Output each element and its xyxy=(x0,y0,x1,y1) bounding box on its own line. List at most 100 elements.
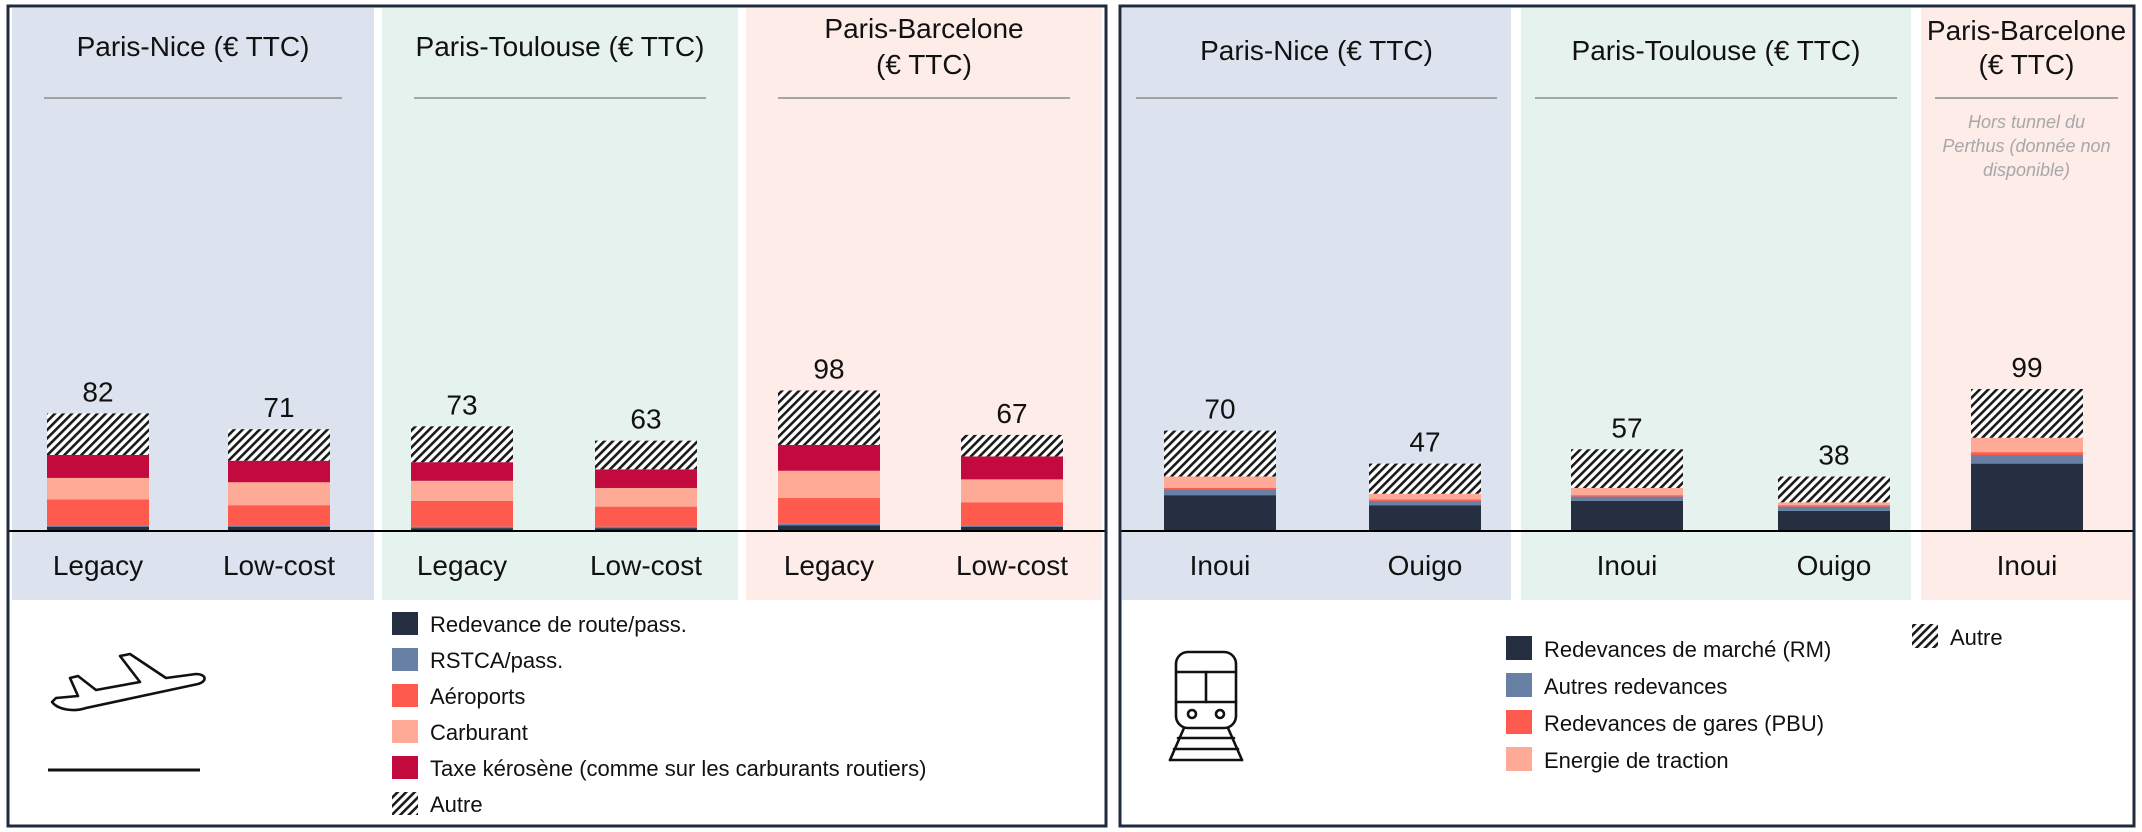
legend-swatch xyxy=(392,756,418,779)
legend-label: RSTCA/pass. xyxy=(430,648,563,673)
panel-frame xyxy=(1118,4,2136,828)
legend-swatch xyxy=(1506,710,1532,734)
bar-segment xyxy=(1778,502,1890,506)
legend-label: Autres redevances xyxy=(1544,674,1727,699)
legend-swatch xyxy=(1506,747,1532,771)
legend: Redevance de route/pass. RSTCA/pass. Aérop… xyxy=(392,612,926,817)
bar-segment xyxy=(961,479,1063,503)
bar-segment xyxy=(1778,505,1890,507)
bar-segment xyxy=(1369,500,1481,506)
bar-segment xyxy=(778,470,880,499)
category-label: Legacy xyxy=(417,550,507,581)
bar-segment xyxy=(1971,454,2083,464)
bar-segment xyxy=(47,413,149,455)
bar-segment xyxy=(1571,500,1683,531)
bar-segment xyxy=(595,440,697,470)
legend-item: Redevances de gares (PBU) xyxy=(1506,710,1824,736)
legend-swatch xyxy=(392,792,418,815)
bar-total-label: 47 xyxy=(1409,427,1440,458)
legend-item: Autres redevances xyxy=(1506,673,1727,699)
bar-segment xyxy=(595,528,697,531)
stacked-bar: 57 Inoui xyxy=(1571,412,1683,581)
legend-item: Autre xyxy=(1912,624,2003,650)
bar-segment xyxy=(778,498,880,524)
bar-segment xyxy=(778,390,880,445)
legend-item: Redevance de route/pass. xyxy=(392,612,687,637)
legend-swatch xyxy=(1912,624,1938,648)
bar-segment xyxy=(1971,389,2083,438)
legend-label: Aéroports xyxy=(430,684,525,709)
bar-segment xyxy=(1369,463,1481,494)
bar-total-label: 63 xyxy=(630,404,661,435)
bar-segment xyxy=(47,525,149,527)
bar-total-label: 99 xyxy=(2011,352,2042,383)
stacked-bar: 63 Low-cost xyxy=(590,404,702,581)
train-light-left xyxy=(1186,708,1198,720)
bar-segment xyxy=(228,505,330,526)
airplane-shape xyxy=(50,652,206,712)
train-body xyxy=(1174,650,1238,730)
stacked-bar: 73 Legacy xyxy=(411,389,513,581)
bar-segment xyxy=(411,480,513,501)
category-label: Legacy xyxy=(53,550,143,581)
bar-segment xyxy=(228,526,330,531)
category-label: Inoui xyxy=(1997,550,2058,581)
bar-segment xyxy=(1369,505,1481,531)
legend-swatch xyxy=(392,684,418,707)
bar-segment xyxy=(1571,487,1683,496)
panel-frame xyxy=(6,4,1108,828)
route-title: (€ TTC) xyxy=(876,49,972,80)
route-note: Hors tunnel du xyxy=(1968,112,2085,132)
route-group: Paris-Barcelone(€ TTC) Hors tunnel du Pert… xyxy=(1921,8,2132,600)
rail-right xyxy=(1226,726,1244,762)
route-note: disponible) xyxy=(1983,160,2070,180)
legend-swatch xyxy=(1506,673,1532,697)
route-title: Paris-Toulouse (€ TTC) xyxy=(416,31,705,62)
legend-label: Redevance de route/pass. xyxy=(430,612,687,637)
legend: Redevances de marché (RM) Autres redevanc… xyxy=(1506,624,2003,773)
stacked-bar: 70 Inoui xyxy=(1164,394,1276,581)
train-icon xyxy=(1168,650,1244,762)
stacked-bar: 67 Low-cost xyxy=(956,398,1068,581)
rail-left xyxy=(1168,726,1186,762)
bar-segment xyxy=(1164,430,1276,477)
bar-segment xyxy=(778,523,880,526)
legend-swatch xyxy=(392,648,418,671)
route-title: Paris-Barcelone xyxy=(824,13,1023,44)
category-label: Low-cost xyxy=(956,550,1068,581)
route-title: Paris-Nice (€ TTC) xyxy=(1200,35,1433,66)
bar-total-label: 73 xyxy=(446,389,477,420)
bar-segment xyxy=(228,460,330,483)
bar-segment xyxy=(595,506,697,527)
bar-segment xyxy=(961,526,1063,531)
bar-segment xyxy=(778,525,880,531)
bar-segment xyxy=(411,500,513,527)
category-label: Legacy xyxy=(784,550,874,581)
stacked-bar: 38 Ouigo xyxy=(1778,440,1890,581)
bar-segment xyxy=(1369,493,1481,500)
legend-item: Autre xyxy=(392,792,483,817)
bar-segment xyxy=(411,528,513,531)
route-title: Paris-Nice (€ TTC) xyxy=(77,31,310,62)
legend-item: RSTCA/pass. xyxy=(392,648,563,673)
stacked-bar: 99 Inoui xyxy=(1971,352,2083,581)
bar-segment xyxy=(1571,449,1683,488)
bar-segment xyxy=(1164,489,1276,496)
category-label: Ouigo xyxy=(1388,550,1463,581)
train-light-right xyxy=(1214,708,1226,720)
bar-segment xyxy=(411,526,513,529)
bar-segment xyxy=(47,499,149,526)
bar-segment xyxy=(595,469,697,488)
category-label: Low-cost xyxy=(590,550,702,581)
bar-segment xyxy=(47,454,149,478)
legend-item: Energie de traction xyxy=(1506,747,1729,773)
legend-label: Autre xyxy=(1950,625,2003,650)
bar-segment xyxy=(228,525,330,527)
bar-segment xyxy=(1369,499,1481,501)
legend-label: Autre xyxy=(430,792,483,817)
bar-segment xyxy=(47,477,149,500)
bar-total-label: 71 xyxy=(263,392,294,423)
bar-segment xyxy=(961,525,1063,527)
legend-label: Redevances de marché (RM) xyxy=(1544,637,1831,662)
